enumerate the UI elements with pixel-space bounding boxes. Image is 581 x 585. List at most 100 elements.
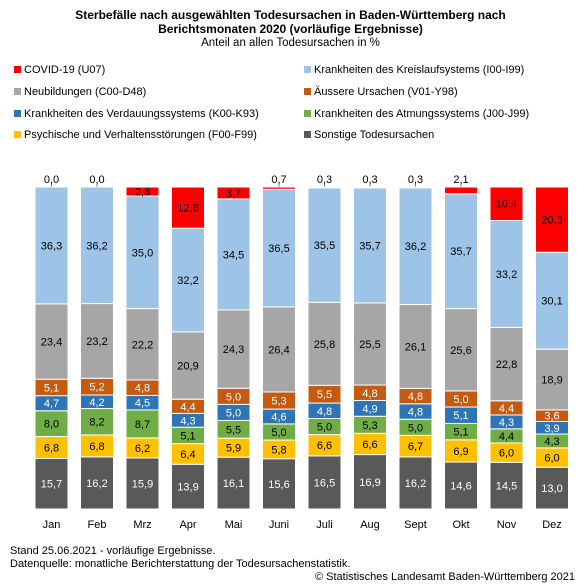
bar-segment (398, 456, 433, 510)
data-label: 23,2 (86, 336, 107, 348)
legend-swatch (304, 66, 311, 73)
data-label: 4,4 (180, 401, 195, 413)
x-tick-label: Juni (269, 519, 289, 531)
legend-label: Psychische und Verhaltensstörungen (F00-… (24, 129, 257, 141)
data-label: 0,3 (317, 174, 332, 186)
data-label: 36,2 (86, 240, 107, 252)
data-label: 22,8 (496, 359, 517, 371)
bar-segment (171, 463, 205, 510)
data-label: 2,8 (135, 187, 150, 199)
data-label: 13,9 (177, 482, 198, 494)
data-label: 24,3 (223, 344, 244, 356)
data-label: 4,8 (408, 407, 423, 419)
bar-segment (398, 303, 433, 389)
data-label: 5,0 (408, 422, 423, 434)
data-label: 16,2 (86, 478, 107, 490)
data-label: 5,1 (44, 382, 59, 394)
bar-segment (80, 408, 114, 436)
data-label: 4,4 (499, 403, 514, 415)
data-label: 5,0 (317, 422, 332, 434)
bar-segment (444, 308, 478, 392)
footer-source: Datenquelle: monatliche Berichterstattun… (10, 558, 351, 570)
data-label: 33,2 (496, 269, 517, 281)
bar-segment (489, 461, 524, 510)
data-label: 0,0 (44, 174, 59, 186)
data-label: 20,9 (177, 361, 198, 373)
chart-subtitle: Anteil an allen Todesursachen in % (201, 37, 380, 49)
chart-title-line-1: Sterbefälle nach ausgewählten Todesursac… (75, 8, 506, 22)
bar-segment (80, 303, 114, 379)
legend-swatch (304, 131, 311, 138)
bar-segment (80, 186, 114, 305)
data-label: 5,3 (271, 396, 286, 408)
bar-segment (353, 302, 387, 386)
bar-segment (171, 186, 205, 229)
data-label: 3,6 (544, 411, 559, 423)
chart-title-line-2: Berichtsmonaten 2020 (vorläufige Ergebni… (158, 22, 423, 36)
legend-label: Krankheiten des Atmungssystems (J00-J99) (314, 108, 530, 120)
data-label: 15,7 (41, 479, 62, 491)
x-tick-label: Aug (360, 519, 380, 531)
legend-label: COVID-19 (U07) (24, 64, 106, 76)
data-label: 36,3 (41, 240, 62, 252)
data-label: 35,5 (314, 240, 335, 252)
bar-segment (353, 186, 387, 189)
bar-segment (171, 331, 205, 400)
data-label: 0,7 (271, 174, 286, 186)
data-label: 6,7 (408, 441, 423, 453)
legend-swatch (14, 110, 21, 117)
chart-title: Sterbefälle nach ausgewählten Todesursac… (0, 8, 581, 36)
data-label: 5,1 (180, 430, 195, 442)
data-label: 3,9 (544, 423, 559, 435)
data-label: 23,4 (41, 337, 62, 349)
data-label: 6,8 (89, 441, 104, 453)
bar-segment (444, 461, 478, 510)
x-tick-label: Jan (43, 519, 61, 531)
x-tick-label: Dez (542, 519, 562, 531)
data-label: 0,0 (89, 174, 104, 186)
data-label: 8,2 (89, 417, 104, 429)
data-label: 6,6 (362, 439, 377, 451)
data-label: 5,1 (453, 410, 468, 422)
data-label: 6,0 (499, 448, 514, 460)
bar-segment (34, 303, 69, 380)
bar-segment (125, 308, 160, 381)
bar-segment (125, 186, 160, 197)
data-label: 35,0 (132, 247, 153, 259)
bar-segment (307, 301, 342, 386)
data-label: 10,4 (496, 199, 517, 211)
bar-segment (307, 455, 342, 510)
data-label: 5,0 (271, 427, 286, 439)
data-label: 4,8 (362, 388, 377, 400)
bar-segment (262, 306, 296, 393)
data-label: 6,8 (44, 442, 59, 454)
data-label: 16,5 (314, 477, 335, 489)
data-label: 8,0 (44, 419, 59, 431)
x-tick-label: Feb (88, 519, 107, 531)
data-label: 4,8 (317, 406, 332, 418)
data-label: 36,5 (268, 243, 289, 255)
footer-status: Stand 25.06.2021 - vorläufige Ergebnisse… (10, 545, 216, 557)
data-label: 0,3 (408, 174, 423, 186)
data-label: 4,7 (44, 398, 59, 410)
bar-segment (307, 187, 342, 303)
data-label: 12,8 (177, 203, 198, 215)
legend-swatch (304, 88, 311, 95)
data-label: 2,1 (453, 174, 468, 186)
data-label: 5,5 (226, 424, 241, 436)
data-label: 4,8 (408, 391, 423, 403)
x-tick-label: Okt (452, 519, 469, 531)
data-label: 5,9 (226, 443, 241, 455)
bar-segment (262, 186, 296, 190)
bar-segment (307, 186, 342, 189)
legend-label: Sonstige Todesursachen (314, 129, 435, 141)
x-tick-label: Nov (497, 519, 517, 531)
x-tick-label: Sept (404, 519, 427, 531)
data-label: 6,6 (317, 440, 332, 452)
bar-segment (489, 326, 524, 402)
data-label: 6,9 (453, 446, 468, 458)
data-label: 4,5 (135, 398, 150, 410)
legend-swatch (14, 88, 21, 95)
bar-segment (125, 457, 160, 510)
data-label: 15,9 (132, 478, 153, 490)
